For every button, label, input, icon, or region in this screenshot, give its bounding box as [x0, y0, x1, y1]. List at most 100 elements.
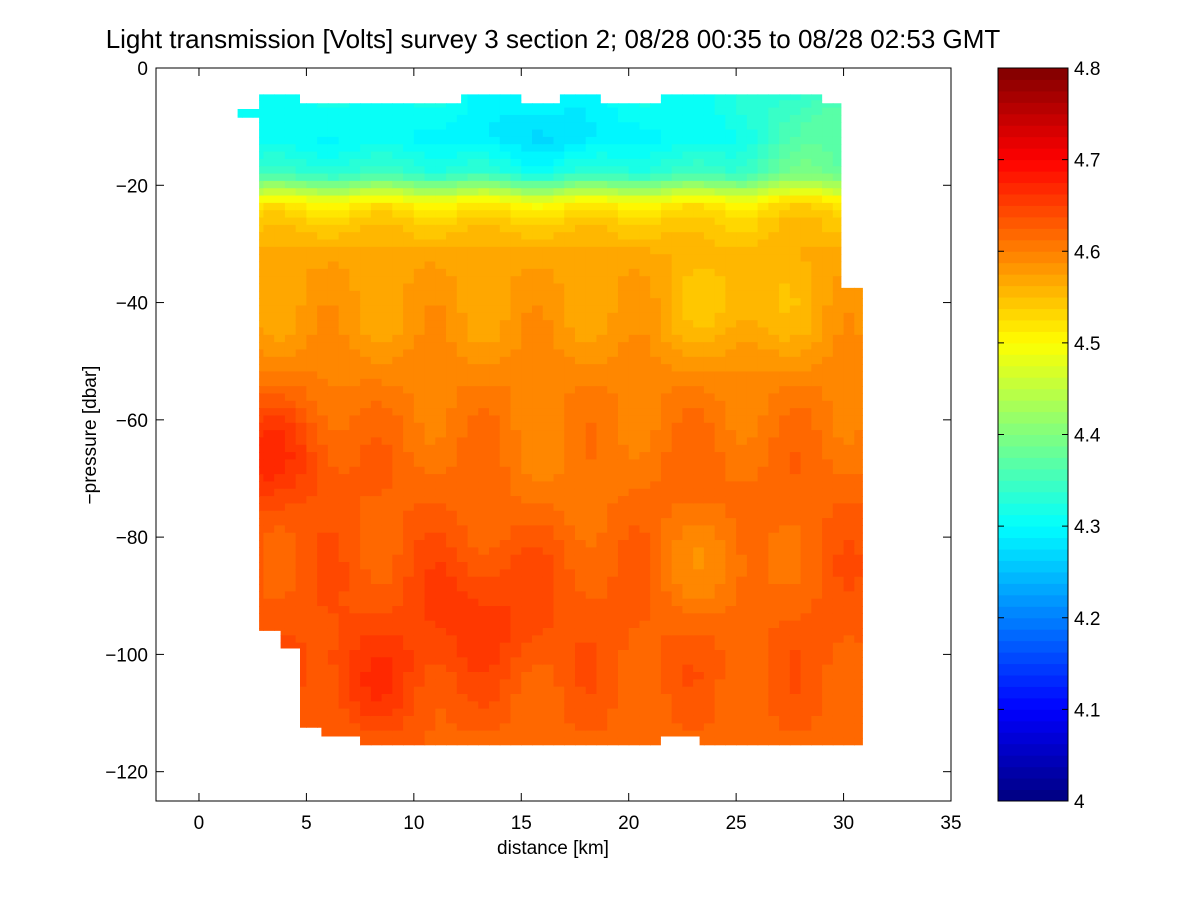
heat-cell: [542, 671, 555, 680]
heat-cell: [521, 642, 533, 651]
heat-cell: [532, 430, 544, 439]
heat-cell: [553, 532, 565, 541]
heat-cell: [671, 584, 684, 592]
heat-cell: [456, 496, 469, 504]
heat-cell: [617, 305, 630, 314]
heat-cell: [811, 664, 823, 673]
heat-cell: [478, 569, 490, 578]
heat-cell: [725, 444, 737, 453]
heat-cell: [306, 635, 318, 644]
heat-cell: [789, 261, 802, 270]
heat-cell: [424, 562, 436, 570]
heat-cell: [424, 437, 436, 446]
heat-cell: [306, 481, 318, 490]
heat-cell: [693, 693, 705, 702]
heat-cell: [338, 584, 350, 592]
heat-cell: [607, 584, 619, 592]
heat-cell: [574, 327, 587, 336]
heat-cell: [435, 525, 447, 534]
heat-cell: [639, 745, 651, 746]
heat-cell: [424, 122, 436, 131]
heat-cell: [306, 180, 318, 189]
heat-cell: [327, 459, 340, 468]
heat-cell: [585, 540, 598, 548]
heat-cell: [370, 268, 383, 277]
heat-cell: [617, 114, 630, 123]
heat-cell: [757, 232, 769, 241]
heat-cell: [768, 334, 780, 343]
heat-cell: [607, 606, 619, 614]
heat-cell: [639, 246, 651, 255]
heat-cell: [736, 276, 748, 285]
heat-cell: [295, 232, 307, 241]
heat-cell: [446, 408, 458, 417]
heat-cell: [424, 693, 436, 702]
heat-cell: [478, 144, 490, 153]
heat-cell: [607, 488, 619, 497]
heat-cell: [360, 239, 372, 248]
heat-cell: [671, 466, 684, 475]
heat-cell: [392, 298, 404, 307]
heat-cell: [682, 554, 694, 563]
heat-cell: [392, 430, 404, 439]
heat-cell: [381, 386, 393, 395]
heat-cell: [295, 422, 307, 431]
heat-cell: [510, 188, 522, 197]
heat-cell: [800, 671, 812, 680]
heat-cell: [338, 430, 350, 439]
heat-cell: [349, 400, 361, 409]
heat-cell: [660, 100, 673, 109]
heat-cell: [499, 371, 512, 380]
heat-cell: [338, 217, 350, 226]
heat-cell: [424, 554, 436, 563]
heat-cell: [811, 598, 823, 607]
heat-cell: [317, 320, 329, 329]
heat-cell: [413, 635, 426, 644]
heat-cell: [306, 224, 318, 233]
heat-cell: [596, 349, 608, 358]
heat-cell: [779, 400, 791, 409]
heat-cell: [274, 298, 286, 307]
heat-cell: [800, 100, 812, 109]
heat-cell: [274, 400, 286, 409]
heat-cell: [446, 129, 458, 138]
heat-cell: [746, 298, 759, 307]
heat-cell: [746, 730, 759, 739]
heat-cell: [607, 430, 619, 439]
heat-cell: [403, 151, 415, 160]
heat-cell: [693, 100, 705, 109]
heat-cell: [703, 686, 716, 695]
heat-cell: [596, 715, 608, 724]
heat-cell: [295, 349, 307, 358]
heat-cell: [617, 342, 630, 351]
heat-cell: [736, 613, 748, 622]
heat-cell: [671, 283, 684, 292]
heat-cell: [467, 584, 479, 592]
heat-cell: [617, 723, 630, 732]
heat-cell: [478, 584, 490, 592]
heat-cell: [564, 224, 576, 233]
heat-cell: [553, 642, 565, 651]
heat-cell: [607, 400, 619, 409]
heat-cell: [521, 562, 533, 570]
heat-cell: [617, 290, 630, 299]
heat-cell: [564, 444, 576, 453]
heat-cell: [263, 100, 275, 109]
heat-cell: [671, 525, 684, 534]
heat-cell: [639, 188, 651, 197]
heat-cell: [478, 334, 490, 343]
heat-cell: [446, 320, 458, 329]
heat-cell: [779, 430, 791, 439]
heat-cell: [424, 466, 436, 475]
heat-cell: [585, 642, 598, 651]
heat-cell: [585, 94, 598, 101]
heat-cell: [714, 540, 726, 548]
heat-cell: [327, 657, 340, 666]
heat-cell: [607, 327, 619, 336]
heat-cell: [306, 261, 318, 270]
heat-cell: [327, 342, 340, 351]
heat-cell: [424, 342, 436, 351]
heat-cell: [746, 180, 759, 189]
heat-cell: [671, 635, 684, 644]
heat-cell: [768, 496, 780, 504]
